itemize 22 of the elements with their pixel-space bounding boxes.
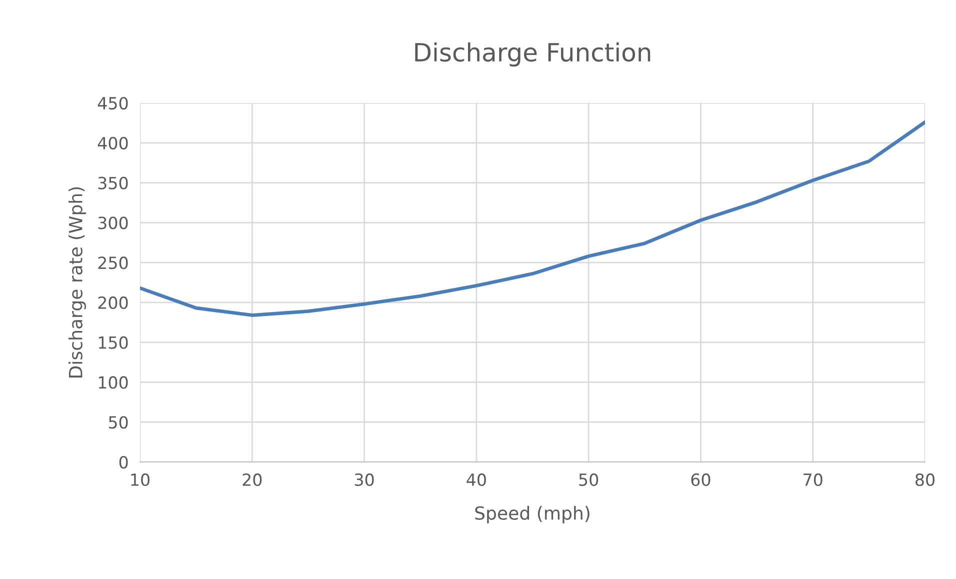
- x-tick-label: 80: [916, 473, 934, 486]
- y-tick-label: 50: [108, 416, 128, 429]
- x-tick-label: 70: [804, 473, 822, 486]
- y-tick-label: 0: [119, 456, 128, 469]
- y-axis-title: Discharge rate (Wph): [68, 187, 86, 378]
- x-tick-label: 30: [354, 473, 374, 486]
- y-tick-label: 450: [98, 96, 128, 110]
- y-tick-label: 200: [98, 296, 128, 310]
- x-tick-label: 60: [691, 473, 710, 486]
- y-tick-label: 250: [98, 256, 128, 270]
- x-axis-title: Speed (mph): [475, 506, 590, 524]
- chart-title: Discharge Function: [415, 42, 650, 67]
- y-tick-label: 100: [98, 376, 128, 389]
- y-tick-label: 300: [98, 216, 128, 230]
- x-tick-label: 40: [466, 473, 486, 486]
- line-series: [140, 120, 925, 317]
- x-tick-label: 10: [131, 473, 150, 486]
- x-tick-label: 50: [579, 473, 598, 486]
- y-tick-label: 350: [98, 176, 128, 190]
- y-tick-label: 150: [98, 336, 128, 349]
- y-tick-label: 400: [98, 136, 128, 150]
- x-tick-label: 20: [242, 473, 262, 486]
